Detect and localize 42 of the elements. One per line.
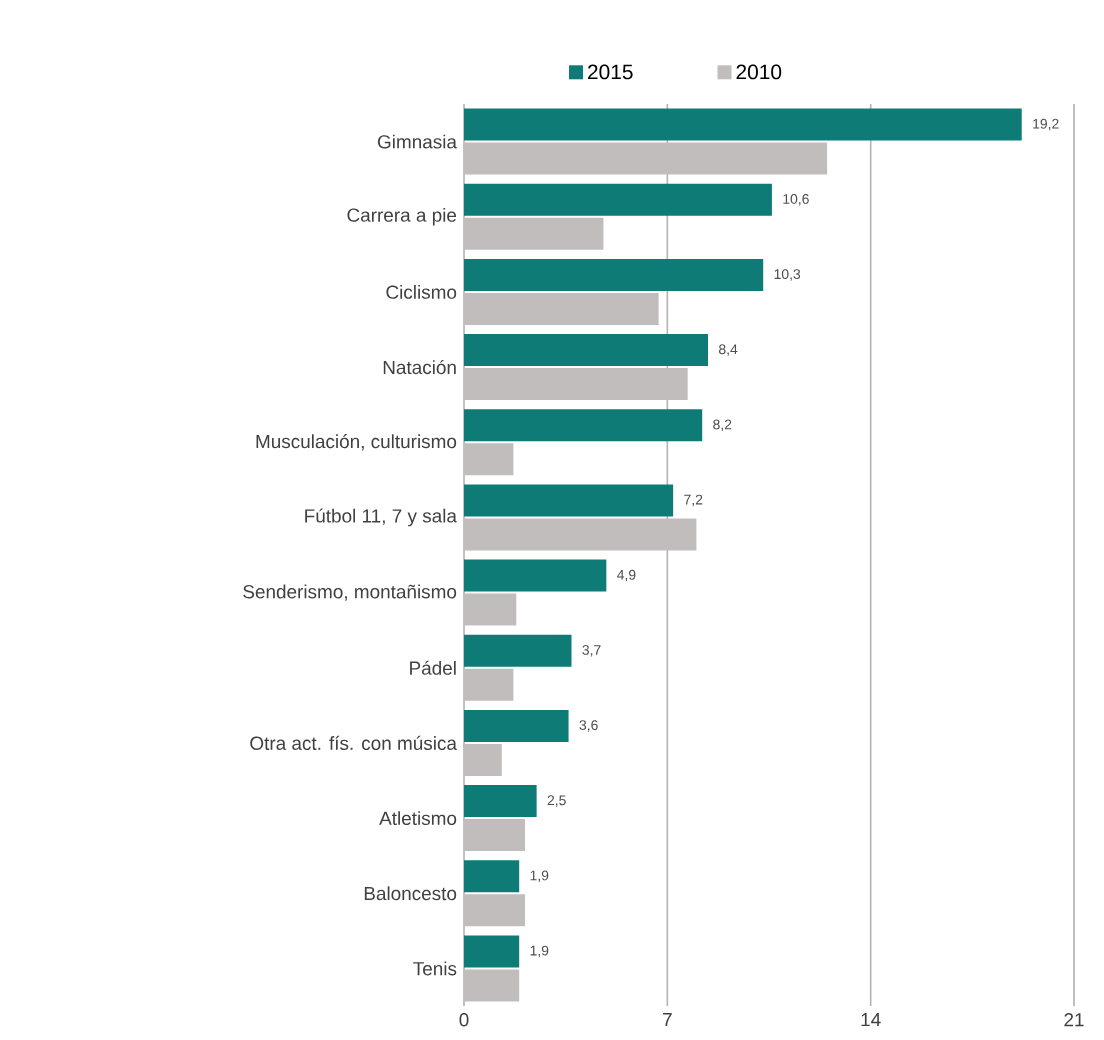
legend-label: 2010 xyxy=(736,64,782,80)
bar xyxy=(464,634,572,667)
bar xyxy=(464,743,502,776)
bar xyxy=(464,484,674,517)
bar xyxy=(464,292,659,325)
bar xyxy=(464,593,517,626)
bar xyxy=(464,334,709,367)
bar xyxy=(464,860,520,893)
bar xyxy=(464,709,569,742)
bar xyxy=(464,409,703,442)
bar xyxy=(464,894,525,927)
bar xyxy=(464,217,604,250)
y-tick-label: Pádel xyxy=(410,660,456,675)
x-tick-label: 7 xyxy=(663,1013,672,1027)
bar xyxy=(464,443,514,476)
bar xyxy=(464,668,514,701)
bar xyxy=(464,518,697,551)
bar xyxy=(464,969,520,1002)
bar xyxy=(464,258,764,291)
x-tick-label: 14 xyxy=(861,1013,881,1027)
bar xyxy=(464,368,688,401)
bar xyxy=(464,935,520,968)
bar xyxy=(464,785,537,818)
x-tick-label: 0 xyxy=(459,1013,469,1027)
y-tick-label: Natación xyxy=(383,360,456,375)
y-tick-label: Otra act. fís. con música xyxy=(250,735,457,750)
bar xyxy=(464,559,607,592)
y-tick-label: Baloncesto xyxy=(364,886,457,901)
bar xyxy=(464,108,1022,141)
y-tick-label: Tenis xyxy=(413,961,457,976)
y-tick-label: Musculación, culturismo xyxy=(256,434,457,451)
y-tick-label: Ciclismo xyxy=(386,284,457,299)
y-tick-label: Atletismo xyxy=(379,811,457,826)
bar xyxy=(464,819,525,852)
y-tick-label: Carrera a pie xyxy=(347,207,457,226)
y-tick-label: Gimnasia xyxy=(377,134,457,149)
legend-label: 2015 xyxy=(588,64,633,80)
y-tick-label: Fútbol 11, 7 y sala xyxy=(305,508,457,527)
y-tick-label: Senderismo, montañismo xyxy=(243,584,457,601)
bar xyxy=(464,142,828,175)
bar xyxy=(464,183,772,216)
x-tick-label: 21 xyxy=(1064,1013,1084,1027)
